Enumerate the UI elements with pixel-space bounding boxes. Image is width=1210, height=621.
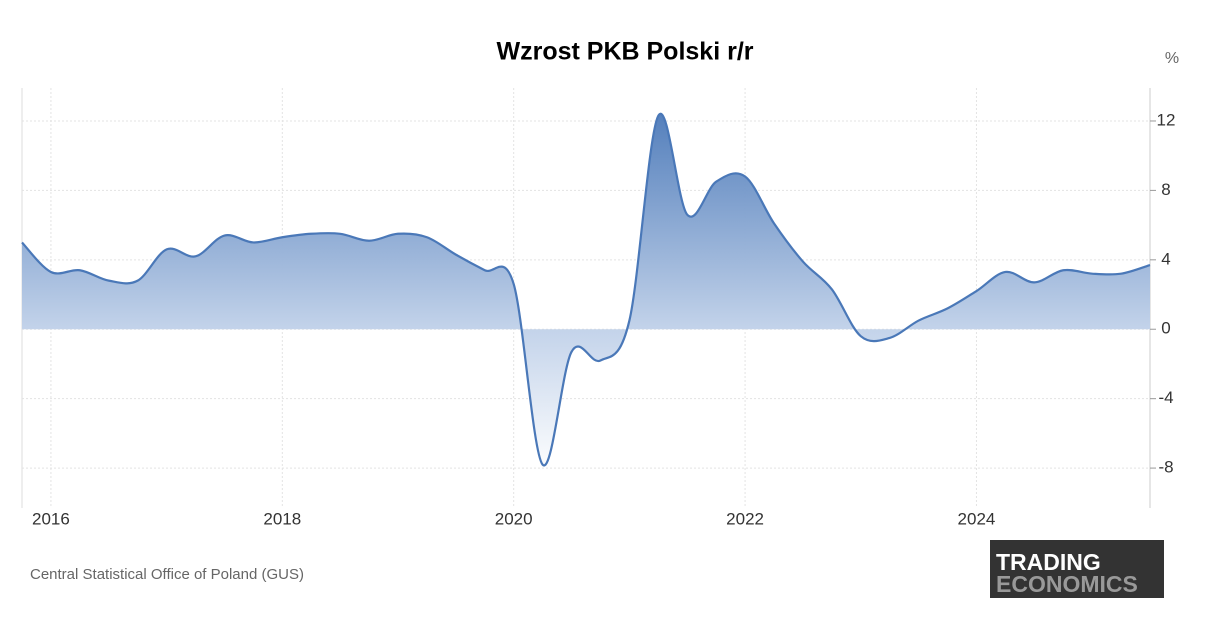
- logo-line: TRADING: [996, 549, 1101, 575]
- x-tick-label: 2022: [726, 509, 764, 528]
- x-tick-label: 2024: [958, 509, 996, 528]
- y-tick-label: -4: [1158, 388, 1173, 407]
- y-tick-label: 4: [1161, 249, 1170, 268]
- logo-box: [990, 540, 1164, 598]
- line: [21, 112, 1151, 467]
- y-tick-label: 8: [1161, 180, 1170, 199]
- chart-title: Wzrost PKB Polski r/r: [497, 38, 754, 66]
- x-tick-label: 2016: [32, 509, 70, 528]
- y-unit: %: [1165, 50, 1179, 67]
- logo-line: ECONOMICS: [996, 571, 1138, 597]
- y-tick-label: 0: [1161, 319, 1170, 338]
- source: Central Statistical Office of Poland (GU…: [30, 566, 304, 583]
- y-tick-label: -8: [1158, 458, 1173, 477]
- x-tick-label: 2020: [495, 509, 533, 528]
- x-tick-label: 2018: [263, 509, 301, 528]
- y-tick-label: 12: [1157, 110, 1176, 129]
- area: [22, 113, 1150, 466]
